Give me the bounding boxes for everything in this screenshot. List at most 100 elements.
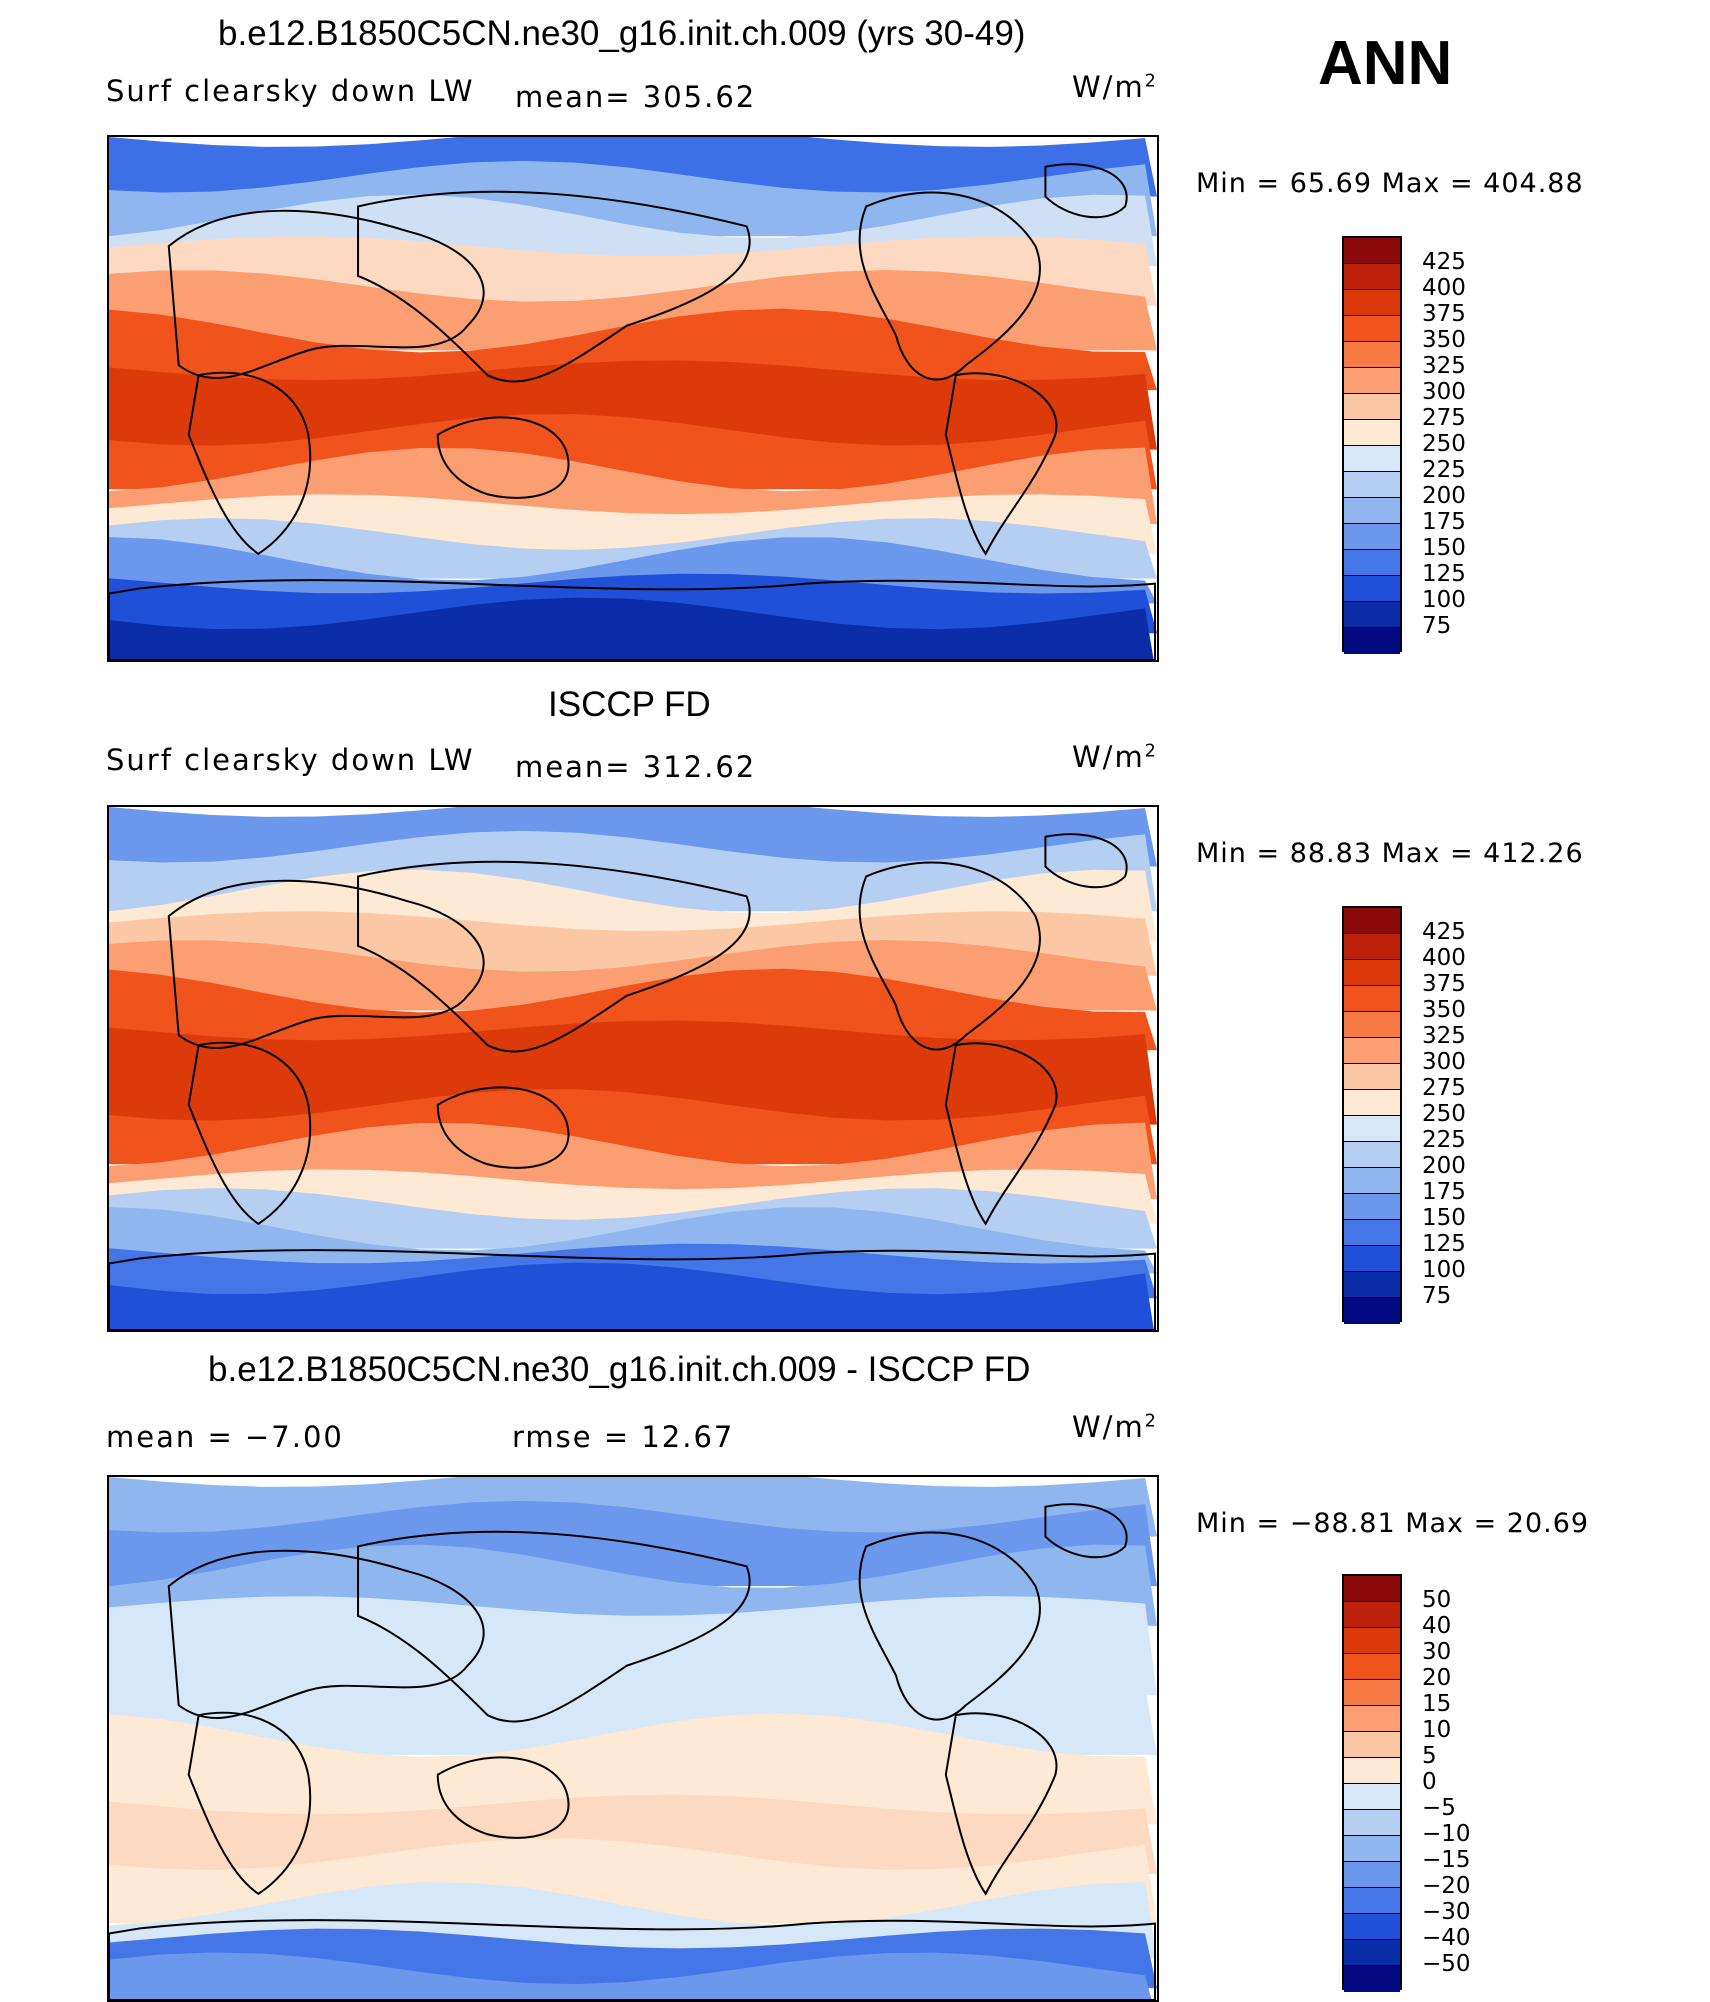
colorbar-tick-label: 300 (1422, 1049, 1466, 1075)
colorbar-swatch (1344, 1706, 1400, 1732)
colorbar-swatch (1344, 1758, 1400, 1784)
colorbar-tick-label: 150 (1422, 1205, 1466, 1231)
colorbar-tick-label: 250 (1422, 431, 1466, 457)
colorbar-tick-label: 125 (1422, 561, 1466, 587)
colorbar-swatch (1344, 550, 1400, 576)
colorbar-swatch (1344, 1940, 1400, 1966)
map-coastline (1044, 163, 1128, 219)
colorbar-swatch (1344, 602, 1400, 628)
colorbar-tick-label: 400 (1422, 275, 1466, 301)
map-coastline (1044, 833, 1128, 889)
map-coastline (944, 372, 1058, 556)
colorbar-tick-label: 30 (1422, 1639, 1452, 1665)
map-coastline (436, 416, 570, 499)
colorbar-swatch (1344, 934, 1400, 960)
colorbar-swatch (1344, 264, 1400, 290)
colorbar-tick-label: 400 (1422, 945, 1466, 971)
colorbar-swatch (1344, 238, 1400, 264)
panel-diff-minmax: Min = −88.81 Max = 20.69 (1196, 1508, 1590, 1539)
panel-model-variable-label: Surf clearsky down LW (106, 74, 475, 108)
colorbar-swatch (1344, 1654, 1400, 1680)
panel-diff-rmse-label: rmse = 12.67 (512, 1420, 735, 1454)
colorbar-swatch (1344, 1194, 1400, 1220)
colorbar-swatch (1344, 472, 1400, 498)
map-coastline (858, 861, 1041, 1051)
colorbar-swatch (1344, 368, 1400, 394)
colorbar-swatch (1344, 1862, 1400, 1888)
colorbar-tick-label: 75 (1422, 1283, 1452, 1309)
colorbar-swatch (1344, 290, 1400, 316)
map-coastline (109, 1249, 1157, 1330)
colorbar-swatch (1344, 1272, 1400, 1298)
colorbar-tick-label: 0 (1422, 1769, 1437, 1795)
colorbar-swatch (1344, 1246, 1400, 1272)
colorbar-swatch (1344, 1810, 1400, 1836)
map-field-svg (109, 137, 1157, 660)
colorbar-swatch (1344, 628, 1400, 654)
colorbar-swatch (1344, 446, 1400, 472)
colorbar-tick-label: −40 (1422, 1925, 1471, 1951)
panel-obs-variable-label: Surf clearsky down LW (106, 743, 475, 777)
colorbar-swatch (1344, 420, 1400, 446)
colorbar-tick-label: 375 (1422, 301, 1466, 327)
map-coastline (109, 1919, 1157, 2000)
colorbar-swatch (1344, 1888, 1400, 1914)
colorbar-tick-label: −20 (1422, 1873, 1471, 1899)
colorbar-swatch (1344, 1220, 1400, 1246)
colorbar-swatch (1344, 1602, 1400, 1628)
panel-obs-minmax: Min = 88.83 Max = 412.26 (1196, 838, 1584, 869)
colorbar-tick-label: 325 (1422, 353, 1466, 379)
map-coastline (167, 879, 485, 1049)
colorbar-tick-label: 350 (1422, 327, 1466, 353)
map-field-svg (109, 1477, 1157, 2000)
colorbar-tick-label: 200 (1422, 483, 1466, 509)
map-coastline (187, 1711, 312, 1896)
panel-diff-mean-label: mean = −7.00 (106, 1420, 344, 1454)
colorbar-tick-label: 15 (1422, 1691, 1452, 1717)
panel-model-mean-label: mean= 305.62 (515, 80, 757, 114)
colorbar-tick-label: 175 (1422, 1179, 1466, 1205)
colorbar-swatch (1344, 1038, 1400, 1064)
colorbar-swatch (1344, 316, 1400, 342)
colorbar-swatch (1344, 576, 1400, 602)
map-coastline (167, 209, 485, 379)
colorbar-swatch (1344, 1680, 1400, 1706)
colorbar-tick-label: 150 (1422, 535, 1466, 561)
colorbar-tick-label: 375 (1422, 971, 1466, 997)
colorbar-tick-label: 425 (1422, 919, 1466, 945)
map-contour-band (109, 1020, 1157, 1125)
colorbar-tick-label: 425 (1422, 249, 1466, 275)
colorbar-tick-label: 200 (1422, 1153, 1466, 1179)
colorbar-tick-label: 5 (1422, 1743, 1437, 1769)
panel-model-map (107, 135, 1159, 662)
colorbar-tick-label: 40 (1422, 1613, 1452, 1639)
colorbar-swatch (1344, 1784, 1400, 1810)
map-contour-band (109, 1262, 1154, 1330)
map-contour-band (109, 968, 1157, 1051)
panel-obs-colorbar (1342, 906, 1402, 1324)
map-coastline (167, 1549, 485, 1719)
map-coastline (109, 579, 1157, 660)
colorbar-swatch (1344, 1836, 1400, 1862)
colorbar-tick-label: 275 (1422, 1075, 1466, 1101)
map-contour-band (109, 360, 1157, 450)
colorbar-swatch (1344, 1298, 1400, 1324)
colorbar-swatch (1344, 524, 1400, 550)
colorbar-tick-label: 275 (1422, 405, 1466, 431)
map-field-svg (109, 807, 1157, 1330)
colorbar-swatch (1344, 1090, 1400, 1116)
panel-model-minmax: Min = 65.69 Max = 404.88 (1196, 168, 1584, 199)
colorbar-swatch (1344, 1142, 1400, 1168)
colorbar-tick-label: 100 (1422, 1257, 1466, 1283)
panel-diff-title: b.e12.B1850C5CN.ne30_g16.init.ch.009 - I… (208, 1350, 1031, 1389)
panel-obs-units: W/m2 (1072, 740, 1158, 774)
panel-diff-colorbar (1342, 1574, 1402, 1992)
panel-model-units: W/m2 (1072, 70, 1158, 104)
panel-model-colorbar (1342, 236, 1402, 654)
colorbar-tick-label: 75 (1422, 613, 1452, 639)
map-coastline (357, 190, 751, 383)
map-contour-band (109, 1794, 1157, 1874)
colorbar-swatch (1344, 1966, 1400, 1992)
colorbar-tick-label: 225 (1422, 1127, 1466, 1153)
colorbar-swatch (1344, 1064, 1400, 1090)
